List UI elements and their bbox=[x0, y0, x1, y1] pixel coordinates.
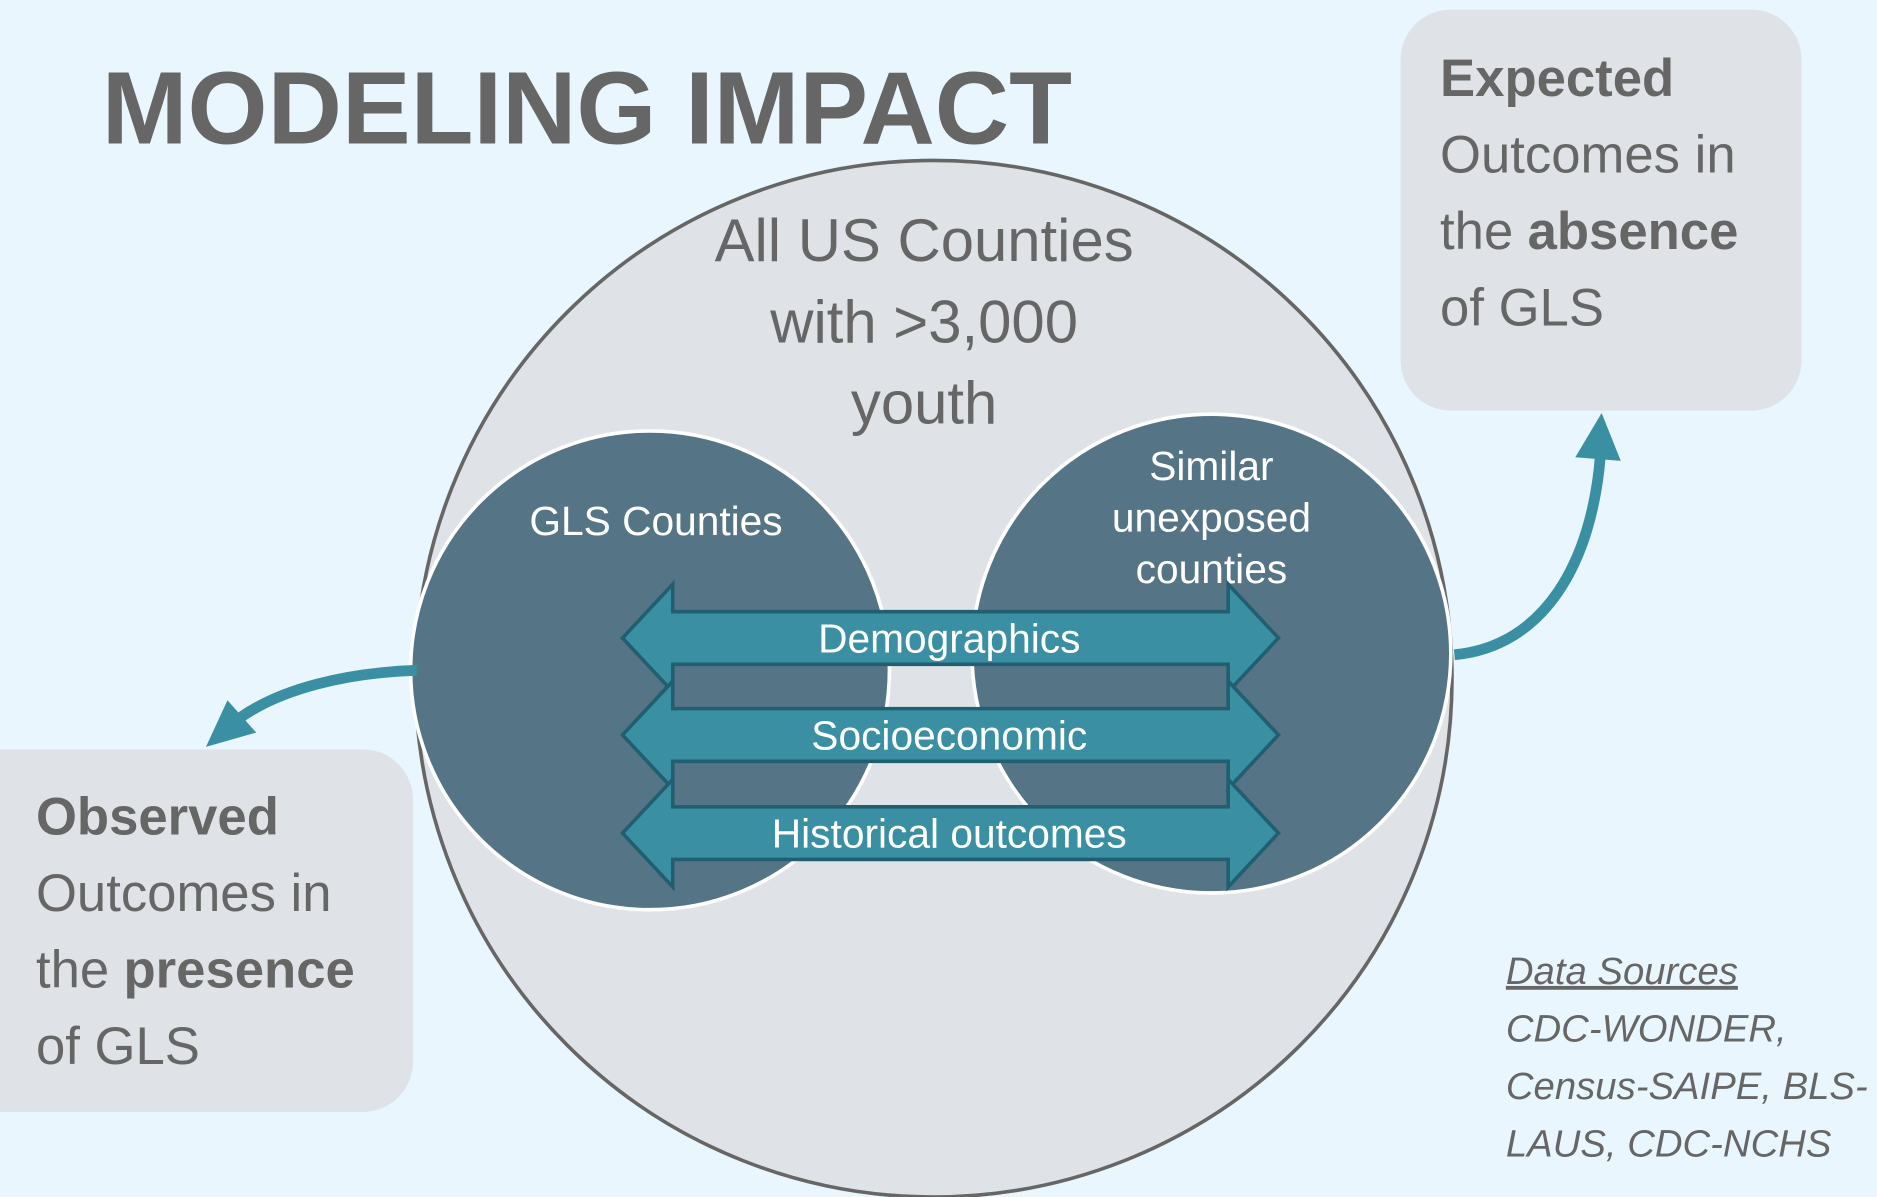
outcome-text: Observed bbox=[36, 787, 279, 846]
arrow bbox=[1453, 454, 1606, 661]
outcome-text: the absence bbox=[1440, 202, 1738, 261]
population-label: with >3,000 bbox=[769, 288, 1078, 355]
population-label: youth bbox=[851, 370, 997, 437]
outcome-segment: of GLS bbox=[36, 1017, 200, 1076]
sources-line: Census-SAIPE, BLS- bbox=[1506, 1065, 1868, 1108]
arrow-head bbox=[1575, 412, 1621, 461]
outcome-text: Expected bbox=[1440, 49, 1674, 108]
outcome-box bbox=[1400, 9, 1802, 411]
matching-label: Demographics bbox=[818, 615, 1080, 661]
outcome-box bbox=[0, 749, 414, 1112]
outcome-text: of GLS bbox=[36, 1017, 200, 1076]
outcome-segment: Outcomes in bbox=[1440, 125, 1736, 184]
title: MODELING IMPACT bbox=[102, 51, 1072, 166]
double-arrow bbox=[620, 774, 1281, 892]
sources-heading: Data Sources bbox=[1506, 950, 1738, 993]
outcome-segment: Observed bbox=[36, 787, 279, 846]
outcome-text: of GLS bbox=[1440, 279, 1604, 338]
matching-label: Socioeconomic bbox=[811, 712, 1087, 758]
arrow bbox=[236, 664, 417, 723]
group-label: counties bbox=[1136, 546, 1288, 592]
outcome-segment: the bbox=[1440, 202, 1513, 261]
outcome-text: the presence bbox=[36, 941, 355, 1000]
outcome-segment: Expected bbox=[1440, 49, 1674, 108]
outcome-text: Outcomes in bbox=[1440, 125, 1736, 184]
double-arrow bbox=[620, 676, 1281, 794]
outcome-segment: Outcomes in bbox=[36, 864, 332, 923]
matching-label: Historical outcomes bbox=[772, 810, 1127, 856]
sources-line: CDC-WONDER, bbox=[1506, 1007, 1787, 1050]
group-label: GLS Counties bbox=[529, 498, 782, 544]
arrow-head bbox=[205, 700, 257, 747]
outcome-segment: presence bbox=[124, 941, 355, 1000]
outcome-text: Outcomes in bbox=[36, 864, 332, 923]
outcome-segment: absence bbox=[1528, 202, 1739, 261]
sources-line: LAUS, CDC-NCHS bbox=[1506, 1122, 1832, 1165]
population-label: All US Counties bbox=[715, 207, 1134, 274]
group-label: unexposed bbox=[1112, 494, 1311, 540]
double-arrow bbox=[620, 579, 1281, 697]
group-label: Similar bbox=[1149, 443, 1273, 489]
outcome-segment: the bbox=[36, 941, 109, 1000]
outcome-segment: of GLS bbox=[1440, 279, 1604, 338]
